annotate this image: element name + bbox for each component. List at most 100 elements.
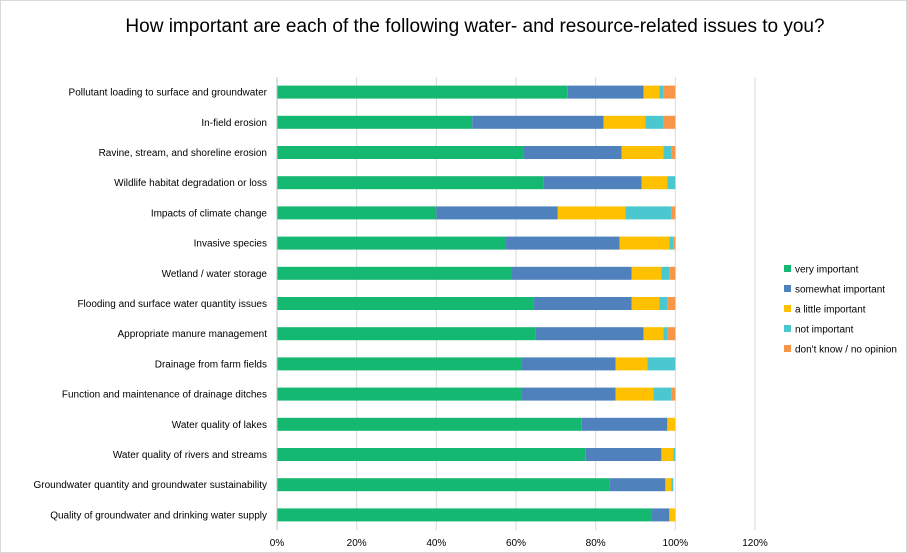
bar-somewhat-important	[585, 448, 662, 461]
bar-very-important	[277, 508, 652, 522]
bar-not-important	[659, 85, 664, 99]
legend-swatch	[784, 345, 791, 352]
bar-not-important	[653, 387, 672, 401]
bar-don-t-know-no-opinion	[671, 206, 676, 220]
bar-don-t-know-no-opinion	[671, 146, 676, 159]
bar-a-little-important	[643, 85, 660, 99]
bar-a-little-important	[643, 327, 664, 341]
legend-label: very important	[795, 265, 859, 276]
bar-a-little-important	[615, 357, 648, 371]
bar-somewhat-important	[535, 327, 644, 341]
bar-don-t-know-no-opinion	[669, 266, 676, 280]
category-label: Quality of groundwater and drinking wate…	[50, 510, 267, 521]
bar-somewhat-important	[581, 417, 668, 431]
bar-a-little-important	[669, 508, 676, 522]
bar-not-important	[663, 146, 672, 159]
bar-not-important	[659, 297, 668, 310]
bar-somewhat-important	[543, 176, 642, 190]
bar-somewhat-important	[567, 85, 644, 99]
bar-not-important	[663, 327, 668, 341]
bar-somewhat-important	[609, 478, 666, 492]
x-tick-label: 60%	[506, 538, 526, 549]
category-label: Appropriate manure management	[117, 329, 267, 340]
legend-swatch	[784, 265, 791, 272]
bar-somewhat-important	[506, 236, 620, 250]
category-label: Drainage from farm fields	[155, 359, 267, 370]
legend-swatch	[784, 285, 791, 292]
bar-very-important	[277, 297, 534, 310]
bar-a-little-important	[631, 266, 662, 280]
bar-a-little-important	[665, 478, 672, 492]
bar-somewhat-important	[521, 387, 616, 401]
bar-somewhat-important	[533, 297, 632, 310]
bar-don-t-know-no-opinion	[673, 236, 676, 250]
category-label: Wildlife habitat degradation or loss	[114, 178, 267, 189]
bar-don-t-know-no-opinion	[667, 327, 676, 341]
bar-very-important	[277, 146, 524, 159]
bar-a-little-important	[661, 448, 674, 461]
category-label: In-field erosion	[201, 118, 267, 129]
bar-a-little-important	[615, 387, 654, 401]
category-label: Ravine, stream, and shoreline erosion	[99, 148, 267, 159]
bar-very-important	[277, 478, 610, 492]
bar-not-important	[647, 357, 676, 371]
bar-very-important	[277, 357, 522, 371]
bar-a-little-important	[603, 115, 646, 129]
legend-swatch	[784, 305, 791, 312]
bar-a-little-important	[641, 176, 668, 190]
bar-somewhat-important	[472, 115, 604, 129]
bar-not-important	[645, 115, 664, 129]
bar-don-t-know-no-opinion	[671, 387, 676, 401]
bar-don-t-know-no-opinion	[663, 85, 676, 99]
category-label: Pollutant loading to surface and groundw…	[69, 88, 268, 99]
category-label: Flooding and surface water quantity issu…	[77, 299, 267, 310]
bar-not-important	[667, 176, 676, 190]
bar-a-little-important	[621, 146, 664, 159]
legend-label: a little important	[795, 305, 866, 316]
bar-a-little-important	[667, 417, 676, 431]
chart-title: How important are each of the following …	[125, 16, 825, 37]
bar-not-important	[625, 206, 672, 220]
x-tick-label: 0%	[270, 538, 285, 549]
bar-not-important	[673, 448, 676, 461]
category-label: Invasive species	[194, 239, 267, 250]
bar-don-t-know-no-opinion	[663, 115, 676, 129]
category-label: Water quality of lakes	[172, 420, 267, 431]
bar-not-important	[671, 478, 674, 492]
bar-a-little-important	[631, 297, 660, 310]
x-tick-label: 80%	[586, 538, 606, 549]
bar-somewhat-important	[651, 508, 670, 522]
bar-very-important	[277, 236, 507, 250]
category-label: Water quality of rivers and streams	[113, 450, 267, 461]
category-label: Wetland / water storage	[162, 269, 268, 280]
bar-very-important	[277, 387, 522, 401]
bar-somewhat-important	[523, 146, 622, 159]
x-tick-label: 40%	[426, 538, 446, 549]
legend-label: don't know / no opinion	[795, 345, 897, 356]
bar-not-important	[669, 236, 674, 250]
bar-very-important	[277, 176, 544, 190]
bar-somewhat-important	[512, 266, 632, 280]
bar-very-important	[277, 448, 586, 461]
legend-label: somewhat important	[795, 285, 885, 296]
bar-a-little-important	[557, 206, 626, 220]
legend-swatch	[784, 325, 791, 332]
bar-very-important	[277, 266, 513, 280]
bar-very-important	[277, 85, 568, 99]
bar-somewhat-important	[521, 357, 616, 371]
bar-very-important	[277, 115, 473, 129]
bar-very-important	[277, 327, 536, 341]
bar-somewhat-important	[436, 206, 558, 220]
x-tick-label: 20%	[347, 538, 367, 549]
bar-not-important	[661, 266, 670, 280]
legend-label: not important	[795, 325, 854, 336]
category-label: Function and maintenance of drainage dit…	[62, 390, 267, 401]
bar-very-important	[277, 206, 437, 220]
category-label: Impacts of climate change	[151, 208, 268, 219]
x-tick-label: 120%	[742, 538, 768, 549]
category-label: Groundwater quantity and groundwater sus…	[34, 480, 267, 491]
bar-very-important	[277, 417, 582, 431]
x-tick-label: 100%	[663, 538, 689, 549]
bar-a-little-important	[619, 236, 670, 250]
